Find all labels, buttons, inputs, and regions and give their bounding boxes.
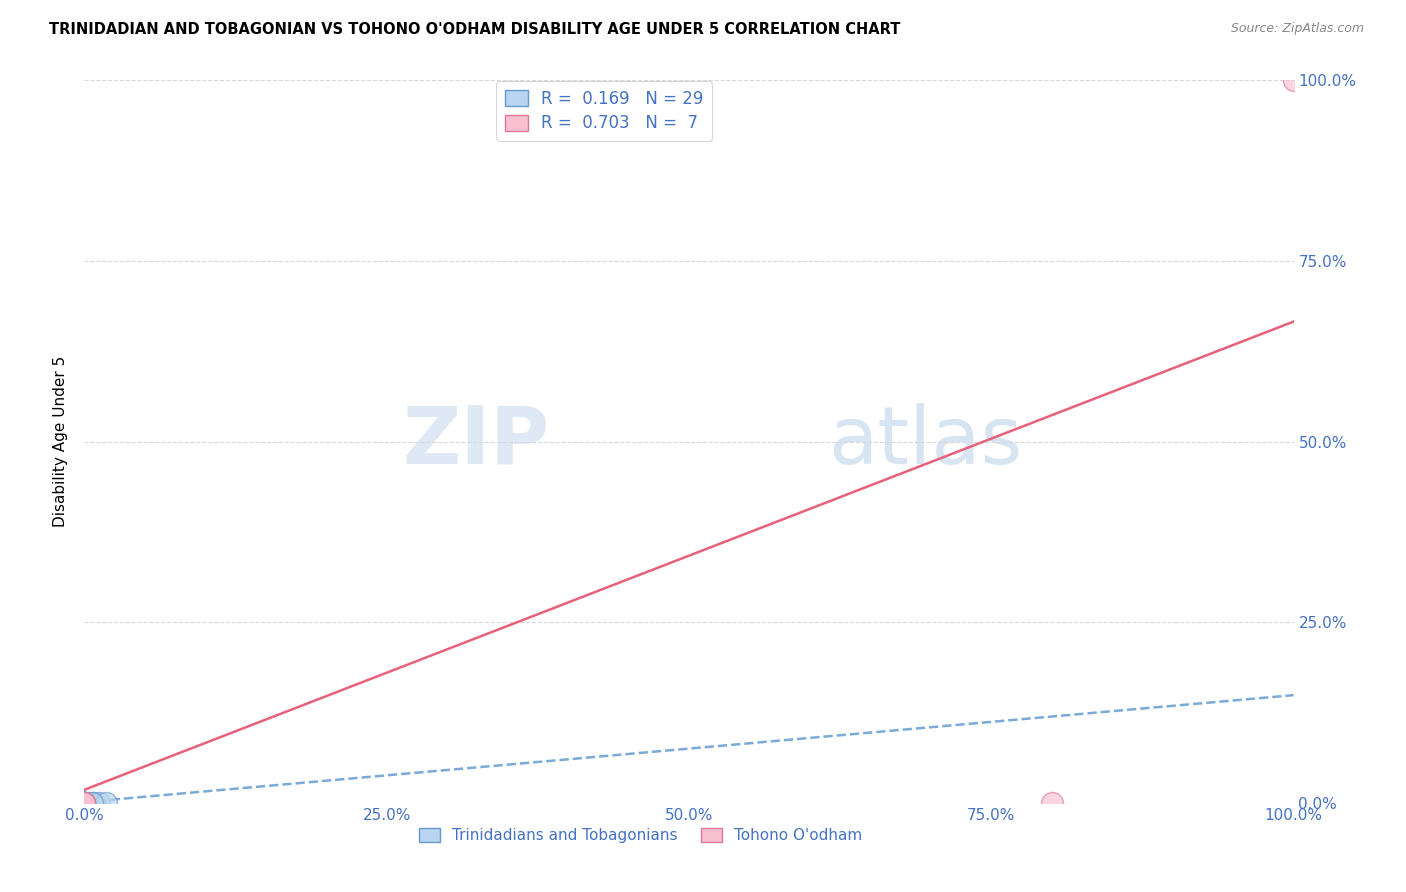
Point: [73, 796, 96, 810]
Point: [79, 796, 101, 810]
Point: [73, 796, 96, 810]
Point: [73, 796, 96, 810]
Point: [73, 796, 96, 810]
Point: [73, 796, 96, 810]
Point: [73, 796, 96, 810]
Point: [1282, 73, 1305, 87]
Point: [73, 796, 96, 810]
Point: [83, 796, 105, 810]
Point: [73, 796, 96, 810]
Point: [73, 796, 96, 810]
Point: [80, 796, 103, 810]
Point: [73, 796, 96, 810]
Point: [73, 796, 96, 810]
Point: [82, 796, 104, 810]
Text: TRINIDADIAN AND TOBAGONIAN VS TOHONO O'ODHAM DISABILITY AGE UNDER 5 CORRELATION : TRINIDADIAN AND TOBAGONIAN VS TOHONO O'O…: [49, 22, 901, 37]
Text: ZIP: ZIP: [402, 402, 550, 481]
Point: [73, 796, 96, 810]
Point: [73, 796, 96, 810]
Point: [73, 796, 96, 810]
Point: [1040, 796, 1063, 810]
Point: [73, 796, 96, 810]
Point: [73, 796, 96, 810]
Point: [73, 796, 96, 810]
Point: [73, 796, 96, 810]
Point: [73, 796, 96, 810]
Point: [73, 796, 96, 810]
Point: [73, 796, 96, 810]
Point: [73, 796, 96, 810]
Point: [73, 796, 96, 810]
Point: [73, 796, 96, 810]
Point: [73, 796, 96, 810]
Point: [73, 796, 96, 810]
Point: [87, 796, 110, 810]
Legend: Trinidadians and Tobagonians, Tohono O'odham: Trinidadians and Tobagonians, Tohono O'o…: [412, 822, 869, 849]
Text: atlas: atlas: [828, 402, 1022, 481]
Y-axis label: Disability Age Under 5: Disability Age Under 5: [53, 356, 69, 527]
Point: [94, 796, 117, 810]
Text: Source: ZipAtlas.com: Source: ZipAtlas.com: [1230, 22, 1364, 36]
Point: [73, 796, 96, 810]
Point: [73, 796, 96, 810]
